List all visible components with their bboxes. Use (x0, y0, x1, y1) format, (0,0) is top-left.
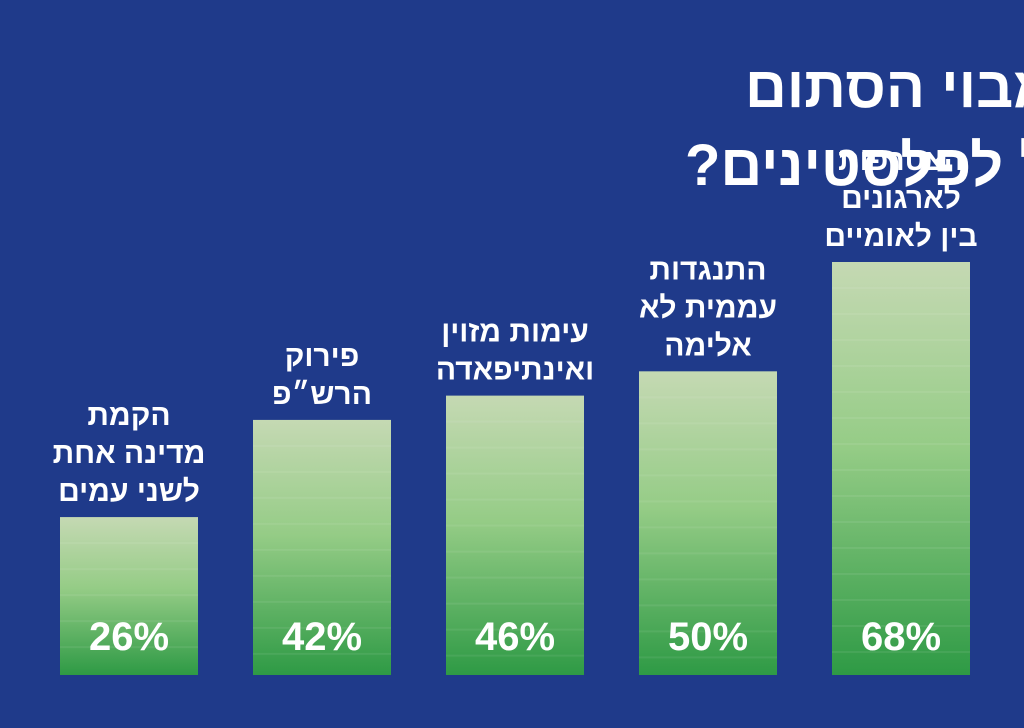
bar-1 (60, 517, 198, 675)
category-label-2-line-2: הרש״פ (272, 378, 372, 411)
value-label-5: 68% (861, 615, 941, 659)
category-label-4-line-2: עממית לא (639, 291, 777, 324)
value-label-3: 46% (475, 615, 555, 659)
bars-group: 26% הקמת מדינה אחת לשני עמים 42% פירוק הרש״פ 46… (53, 144, 978, 675)
category-label-4-line-3: אלימה (664, 329, 752, 362)
chart-title-line-2: בין ישראל לפלסטינים? (685, 133, 1024, 198)
category-label-5-line-1: הצטרפות (838, 144, 964, 177)
bar-3 (446, 395, 584, 675)
category-label-3-line-1: עימות מזוין (441, 316, 589, 349)
chart-title-line-1: מהו הפתרון למבוי הסתום (745, 55, 1024, 120)
value-label-2: 42% (282, 615, 362, 659)
category-label-2-line-1: פירוק (285, 340, 360, 373)
category-label-5-line-2: לארגונים (841, 182, 961, 215)
bar-2 (253, 419, 391, 675)
value-label-1: 26% (89, 615, 169, 659)
bar-5 (832, 262, 970, 675)
value-label-4: 50% (668, 615, 748, 659)
bar-4 (639, 371, 777, 675)
category-label-1-line-2: מדינה אחת (53, 437, 206, 470)
category-label-3-line-2: ואינתיפאדה (436, 354, 594, 387)
category-label-1-line-1: הקמת (87, 399, 170, 432)
category-label-5-line-3: בין לאומיים (824, 220, 977, 253)
chart-title: מהו הפתרון למבוי הסתום בין ישראל לפלסטינ… (685, 55, 1024, 198)
category-label-1-line-3: לשני עמים (58, 475, 200, 508)
category-label-4-line-1: התנגדות (649, 253, 766, 286)
